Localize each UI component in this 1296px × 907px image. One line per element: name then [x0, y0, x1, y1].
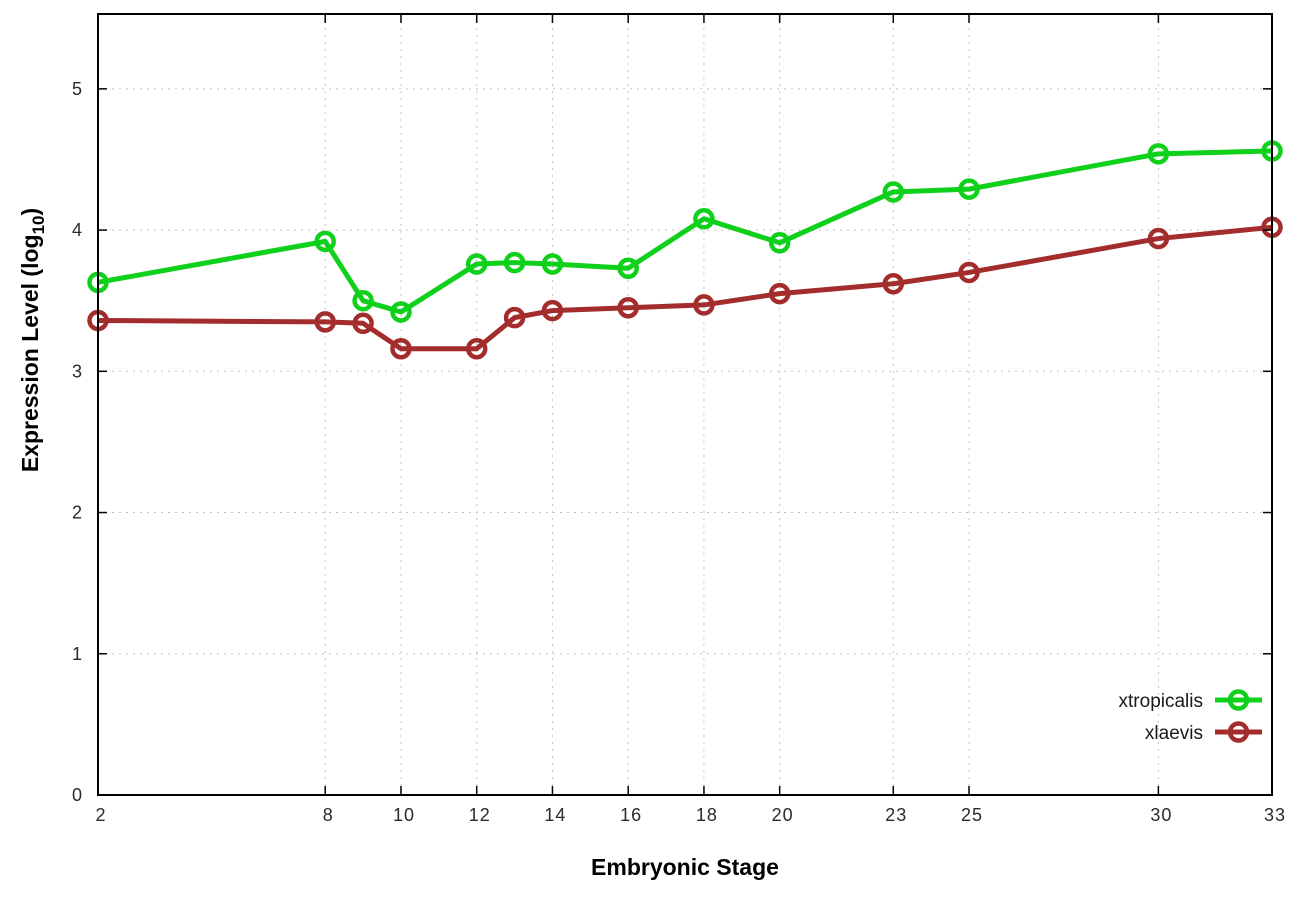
series-xlaevis-point	[1147, 227, 1170, 250]
legend-marker-sample	[1227, 721, 1250, 743]
series-xtropicalis-point	[1147, 143, 1170, 165]
x-tick-label: 16	[620, 805, 642, 825]
series-xtropicalis-point	[503, 251, 526, 274]
grid-lines	[98, 14, 1272, 795]
y-tick-label: 3	[72, 361, 83, 381]
legend-item-xlaevis: xlaevis	[1145, 721, 1262, 744]
series-xtropicalis-line	[97, 148, 1273, 315]
series-xtropicalis-point	[541, 253, 564, 275]
axis-ticks	[97, 14, 1273, 796]
legend-item-xtropicalis: xtropicalis	[1119, 689, 1262, 712]
series-xtropicalis-point	[352, 289, 374, 312]
svg-text:Expression Level (log10): Expression Level (log10)	[17, 208, 48, 472]
x-axis-label: Embryonic Stage	[591, 854, 779, 880]
series-xlaevis-point	[503, 306, 526, 329]
series-xlaevis-point	[882, 272, 905, 295]
x-tick-label: 20	[772, 805, 794, 825]
legend: xtropicalis xlaevis	[1119, 689, 1262, 744]
series-xtropicalis-point	[958, 178, 980, 200]
x-tick-label: 10	[393, 805, 415, 825]
x-tick-label: 30	[1150, 805, 1172, 825]
series-xlaevis-point	[693, 294, 715, 316]
series-xlaevis-point	[465, 337, 488, 360]
x-tick-label: 8	[323, 805, 334, 825]
plot-border-rect	[97, 13, 1273, 796]
x-tick-label: 25	[961, 805, 983, 825]
legend-label: xtropicalis	[1119, 691, 1203, 712]
y-tick-label: 2	[72, 503, 83, 523]
x-tick-label: 12	[469, 805, 491, 825]
series-xlaevis-point	[314, 311, 336, 333]
series-xlaevis-point	[541, 299, 564, 322]
x-tick-label: 33	[1264, 805, 1286, 825]
series-xtropicalis-point	[390, 301, 412, 323]
y-tick-label: 0	[72, 785, 83, 805]
series-xlaevis-line	[97, 224, 1273, 352]
series-xlaevis-point	[958, 261, 980, 284]
series-xtropicalis-point	[617, 257, 639, 279]
series-xlaevis-point	[617, 297, 639, 319]
y-tick-label: 4	[72, 220, 83, 240]
x-tick-label: 2	[95, 805, 106, 825]
series-xtropicalis-point	[882, 181, 905, 203]
y-axis-label: Expression Level (log10)	[17, 208, 48, 472]
legend-marker-sample	[1227, 689, 1250, 711]
series-xtropicalis-point	[693, 208, 715, 230]
series-xlaevis-point	[768, 282, 791, 305]
series-xtropicalis-point	[465, 253, 488, 275]
legend-label: xlaevis	[1145, 723, 1203, 744]
plot-border	[97, 13, 1273, 796]
series-xlaevis-point	[352, 312, 374, 335]
series-xlaevis-point	[390, 337, 412, 360]
data-series	[87, 140, 1283, 360]
x-tick-label: 23	[885, 805, 907, 825]
series-xtropicalis-point	[768, 232, 791, 254]
y-tick-label: 5	[72, 79, 83, 99]
series-xtropicalis-point	[314, 230, 336, 253]
x-tick-label: 18	[696, 805, 718, 825]
x-tick-label: 14	[544, 805, 566, 825]
y-tick-label: 1	[72, 644, 83, 664]
